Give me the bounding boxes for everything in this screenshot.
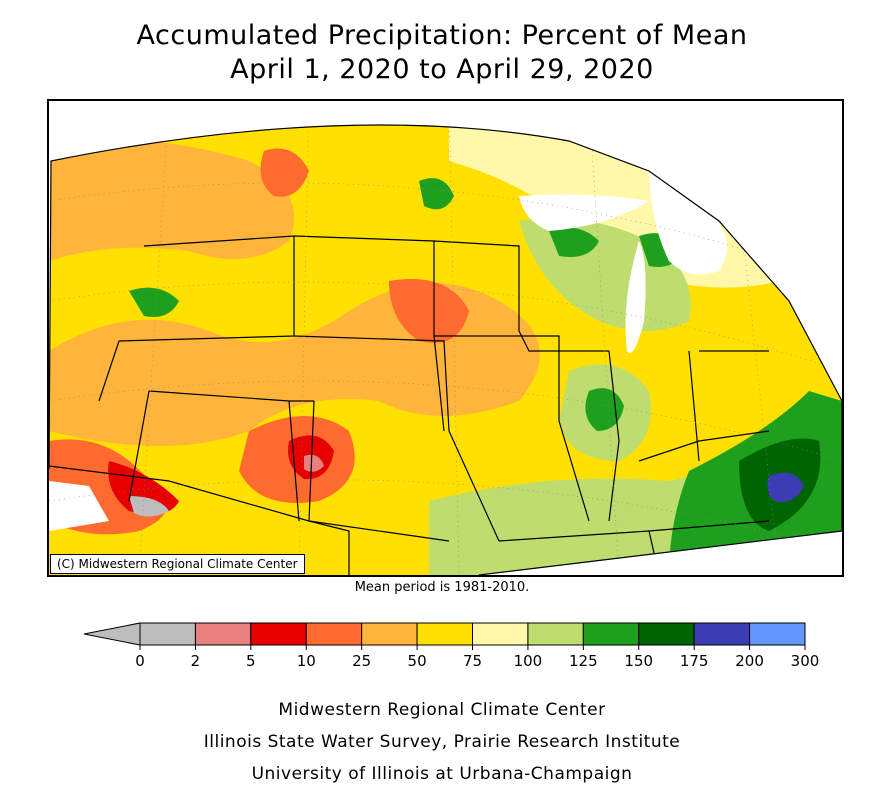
legend-bin [582,622,640,646]
footer-org: Midwestern Regional Climate Center [278,700,606,720]
legend-bin [305,622,363,646]
legend-tick-label: 100 [513,652,543,670]
legend-bin [693,622,751,646]
legend-tick-label: 0 [135,652,145,670]
legend-tick-label: 50 [407,652,427,670]
state-boundaries [49,235,770,575]
legend-bin [361,622,418,646]
chart-subtitle: April 1, 2020 to April 29, 2020 [230,54,654,85]
great-lakes-water [625,241,646,353]
legend-bin [527,622,584,646]
color-legend [83,622,806,650]
legend-bin [749,622,806,646]
legend-tick-label: 5 [246,652,256,670]
map-canvas [49,124,842,575]
precip-zone-pink [304,454,324,472]
legend-bin [250,622,307,646]
graticule [49,125,842,575]
precip-zone-gray [129,496,169,517]
legend-tick-label: 25 [352,652,372,670]
precip-zone-green [129,287,179,317]
credit-label: (C) Midwestern Regional Climate Center [50,554,305,574]
no-data-area [49,481,109,531]
footer-survey: Illinois State Water Survey, Prairie Res… [203,732,681,752]
legend-bin [194,622,252,646]
legend-below-arrow [83,622,141,646]
legend-tick-label: 175 [679,652,709,670]
legend-tick-label: 10 [296,652,316,670]
legend-bin [416,622,474,646]
legend-bin [139,622,196,646]
legend-bin [638,622,695,646]
legend-bin [472,622,529,646]
precip-zone-green [549,227,599,257]
precip-zone-orange [49,138,294,261]
precipitation-map: (C) Midwestern Regional Climate Center [47,99,844,577]
map-border [49,124,842,575]
legend-tick-label: 2 [190,652,201,670]
legend-tick-label: 300 [790,652,820,670]
legend-tick-label: 150 [624,652,654,670]
great-lakes-water [649,161,727,275]
footer-university: University of Illinois at Urbana-Champai… [251,764,633,784]
chart-title: Accumulated Precipitation: Percent of Me… [136,20,748,51]
precip-zone-red-orange [389,279,469,343]
precip-zone-red [108,461,179,515]
legend-tick-label: 200 [735,652,764,670]
great-lakes-water [519,194,649,231]
precip-zone-blue [767,472,804,502]
mean-period-note: Mean period is 1981-2010. [354,580,530,595]
precip-zone-green [419,178,454,210]
precip-zone-red-orange [260,148,309,197]
legend-tick-label: 125 [569,652,598,670]
legend-tick-label: 75 [462,652,483,670]
